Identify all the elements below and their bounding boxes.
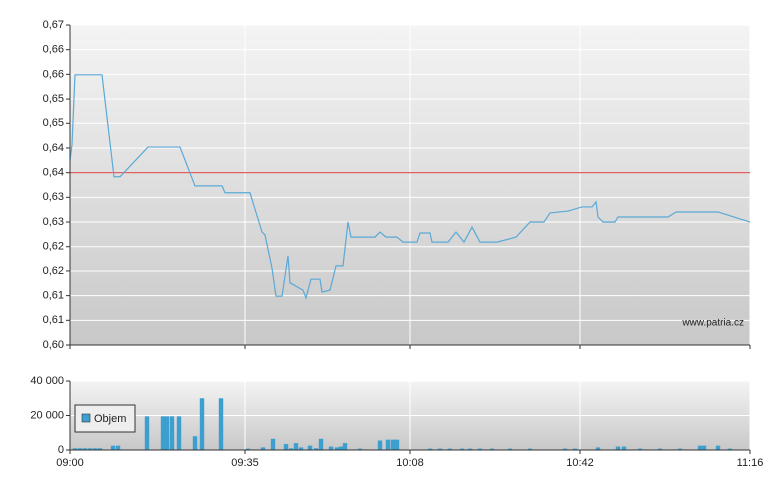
- volume-bar: [92, 448, 98, 450]
- volume-bar: [527, 448, 533, 450]
- y-tick-label: 0,63: [43, 191, 64, 203]
- y-tick-label: 40 000: [30, 375, 64, 387]
- volume-bar: [507, 448, 513, 450]
- volume-bar: [176, 416, 182, 450]
- volume-bar: [192, 436, 198, 450]
- volume-bar: [164, 416, 170, 450]
- volume-bar: [328, 446, 334, 450]
- volume-bar: [218, 398, 224, 450]
- y-tick-label: 0,63: [43, 216, 64, 228]
- volume-bar: [489, 448, 495, 450]
- volume-bar: [72, 448, 78, 450]
- x-tick-label: 09:35: [231, 457, 259, 469]
- volume-bar: [334, 447, 340, 450]
- volume-bar: [357, 448, 363, 450]
- y-tick-label: 0,60: [43, 339, 64, 351]
- volume-bar: [477, 448, 483, 450]
- volume-bar: [283, 443, 289, 450]
- volume-bar: [87, 448, 93, 450]
- volume-bar: [115, 445, 121, 450]
- legend-label: Objem: [94, 413, 126, 425]
- volume-bar: [572, 448, 578, 450]
- volume-bar: [447, 448, 453, 450]
- volume-bar: [245, 448, 251, 450]
- y-tick-label: 0,66: [43, 68, 64, 80]
- y-tick-label: 0,61: [43, 290, 64, 302]
- legend: Objem: [74, 404, 136, 433]
- watermark: www.patria.cz: [681, 318, 744, 329]
- volume-bar: [562, 448, 568, 450]
- x-tick-label: 09:00: [56, 457, 84, 469]
- y-tick-label: 0,65: [43, 117, 64, 129]
- volume-bar: [657, 448, 663, 450]
- volume-bar: [160, 416, 166, 450]
- y-tick-label: 20 000: [30, 409, 64, 421]
- x-tick-label: 11:16: [737, 457, 764, 469]
- volume-bar: [169, 416, 175, 450]
- volume-bar: [467, 448, 473, 450]
- volume-bar: [307, 445, 313, 450]
- volume-bar: [637, 448, 643, 450]
- volume-bar: [293, 443, 299, 450]
- volume-bar: [82, 448, 88, 450]
- volume-bar: [459, 448, 465, 450]
- legend-swatch: [81, 413, 91, 423]
- volume-bar: [144, 416, 150, 450]
- volume-bar: [715, 445, 721, 450]
- volume-bar: [260, 447, 266, 450]
- y-tick-label: 0,67: [43, 19, 64, 31]
- volume-bar: [701, 445, 707, 450]
- volume-bar: [677, 448, 683, 450]
- volume-bar: [390, 439, 396, 450]
- y-tick-label: 0,64: [43, 167, 64, 179]
- volume-bar: [615, 446, 621, 450]
- volume-bar: [199, 398, 205, 450]
- y-tick-label: 0,66: [43, 44, 64, 56]
- y-tick-label: 0,62: [43, 241, 64, 253]
- price-line: [69, 74, 751, 300]
- volume-bar: [318, 438, 324, 450]
- volume-bar: [437, 448, 443, 450]
- volume-bar: [110, 445, 116, 450]
- volume-bar: [394, 439, 400, 450]
- volume-bar: [342, 443, 348, 450]
- volume-bar: [77, 448, 83, 450]
- volume-bar: [595, 447, 601, 450]
- volume-bar: [338, 446, 344, 450]
- volume-bar: [97, 448, 103, 450]
- y-tick-label: 0,64: [43, 142, 64, 154]
- volume-bar: [298, 447, 304, 450]
- volume-bar: [377, 440, 383, 450]
- volume-bar: [288, 448, 294, 450]
- volume-bar: [385, 439, 391, 450]
- x-tick-label: 10:08: [396, 457, 424, 469]
- volume-bar: [270, 438, 276, 450]
- y-tick-label: 0,65: [43, 93, 64, 105]
- y-tick-label: 0: [58, 444, 64, 456]
- volume-bar: [427, 448, 433, 450]
- volume-bar: [727, 448, 733, 450]
- volume-bar: [313, 448, 319, 450]
- x-tick-label: 10:42: [566, 457, 594, 469]
- y-tick-label: 0,61: [43, 314, 64, 326]
- y-tick-label: 0,62: [43, 265, 64, 277]
- volume-bar: [621, 446, 627, 450]
- volume-bar: [697, 445, 703, 450]
